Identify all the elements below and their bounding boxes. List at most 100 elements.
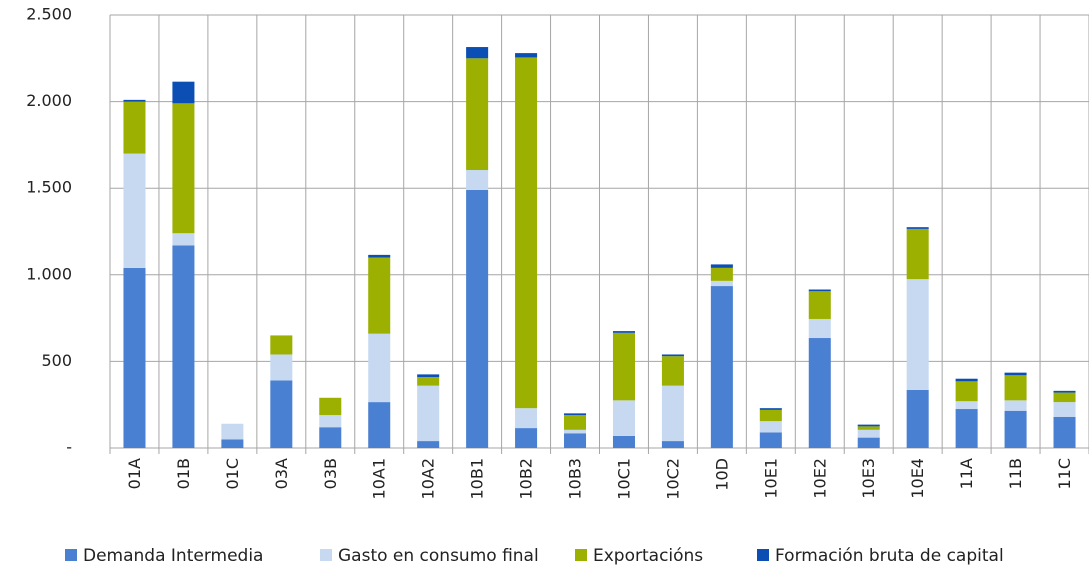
bar-segment (906, 389, 929, 448)
x-tick-label: 10E3 (859, 458, 878, 499)
x-tick-label: 11B (1006, 458, 1025, 489)
legend-swatch (575, 549, 587, 561)
x-tick-label: 10B2 (517, 458, 536, 500)
x-tick-label: 01B (174, 458, 193, 489)
y-tick-label: 1.000 (26, 264, 72, 283)
bar-segment (564, 413, 587, 416)
bar-segment (515, 53, 538, 58)
x-tick-label: 10A2 (419, 458, 438, 499)
bar-segment (955, 401, 978, 410)
x-tick-label: 10E4 (908, 458, 927, 499)
bar-segment (1004, 375, 1027, 401)
bar-segment (612, 332, 635, 401)
bar-segment (1053, 402, 1076, 417)
legend-label: Demanda Intermedia (83, 546, 263, 566)
bar-segment (368, 254, 391, 258)
bar-segment (515, 408, 538, 429)
bar-segment (612, 435, 635, 448)
bar-segment (466, 47, 489, 59)
bar-segment (466, 58, 489, 171)
bar-segment (1004, 400, 1027, 411)
bar-segment (564, 429, 587, 434)
bar-segment (368, 257, 391, 334)
bar-segment (564, 415, 587, 430)
bar-segment (906, 279, 929, 390)
bar-segment (270, 354, 293, 381)
x-tick-label: 10C1 (614, 458, 633, 500)
bar-segment (221, 423, 244, 440)
legend-label: Exportacións (593, 546, 703, 566)
bar-segment (368, 333, 391, 403)
bar-segment (661, 385, 684, 442)
bar-segment (172, 103, 195, 234)
bar-segment (515, 57, 538, 409)
bar-segment (710, 264, 733, 268)
bar-segment (123, 267, 146, 448)
bar-segment (1053, 390, 1076, 393)
legend-swatch (65, 549, 77, 561)
bar-segment (466, 170, 489, 190)
bar-segment (661, 441, 684, 448)
bar-segment (857, 426, 880, 430)
bar-segment (123, 99, 146, 102)
bar-segment (319, 397, 342, 416)
bar-segment (123, 101, 146, 154)
y-tick-label: 2.500 (26, 5, 72, 24)
bar-segment (172, 245, 195, 448)
bar-segment (808, 338, 831, 448)
x-tick-label: 11C (1055, 458, 1074, 490)
bar-segment (710, 280, 733, 287)
bar-segment (759, 408, 782, 410)
x-tick-label: 10E1 (761, 458, 780, 499)
x-tick-label: 03A (272, 458, 291, 489)
bar-segment (1053, 416, 1076, 448)
bar-segment (466, 189, 489, 448)
bar-segment (417, 376, 440, 386)
bar-segment (417, 441, 440, 448)
x-tick-label: 10A1 (370, 458, 389, 499)
legend-swatch (757, 549, 769, 561)
bar-segment (1004, 410, 1027, 448)
bar-segment (759, 432, 782, 448)
bar-segment (270, 335, 293, 355)
bar-segment (857, 429, 880, 438)
bar-segment (955, 378, 978, 382)
bar-segment (955, 381, 978, 402)
x-tick-label: 01C (223, 458, 242, 490)
legend-swatch (320, 549, 332, 561)
legend-label: Formación bruta de capital (775, 546, 1004, 566)
bar-segment (221, 439, 244, 448)
bar-segment (808, 289, 831, 292)
x-tick-label: 11A (957, 458, 976, 489)
bar-segment (368, 402, 391, 448)
bar-segment (759, 409, 782, 422)
x-tick-label: 10B1 (468, 458, 487, 500)
bar-segment (955, 409, 978, 448)
bar-segment (857, 437, 880, 448)
y-tick-label: 500 (41, 351, 72, 370)
bar-segment (808, 318, 831, 339)
bar-segment (1053, 392, 1076, 403)
bar-segment (123, 153, 146, 268)
bar-segment (710, 286, 733, 448)
x-tick-label: 10B3 (566, 458, 585, 500)
legend-label: Gasto en consumo final (338, 546, 539, 566)
bar-segment (417, 374, 440, 377)
bar-segment (172, 233, 195, 246)
x-tick-label: 10D (712, 458, 731, 491)
bar-segment (270, 380, 293, 448)
bar-segment (808, 291, 831, 319)
y-tick-label: - (66, 438, 72, 457)
x-tick-label: 10E2 (810, 458, 829, 499)
bar-segment (857, 424, 880, 427)
bar-segment (661, 354, 684, 357)
bar-segment (612, 331, 635, 333)
bar-segment (515, 428, 538, 448)
bar-segment (319, 427, 342, 448)
bar-segment (1004, 372, 1027, 376)
bar-segment (906, 227, 929, 229)
bar-segment (710, 267, 733, 281)
bar-segment (319, 415, 342, 428)
